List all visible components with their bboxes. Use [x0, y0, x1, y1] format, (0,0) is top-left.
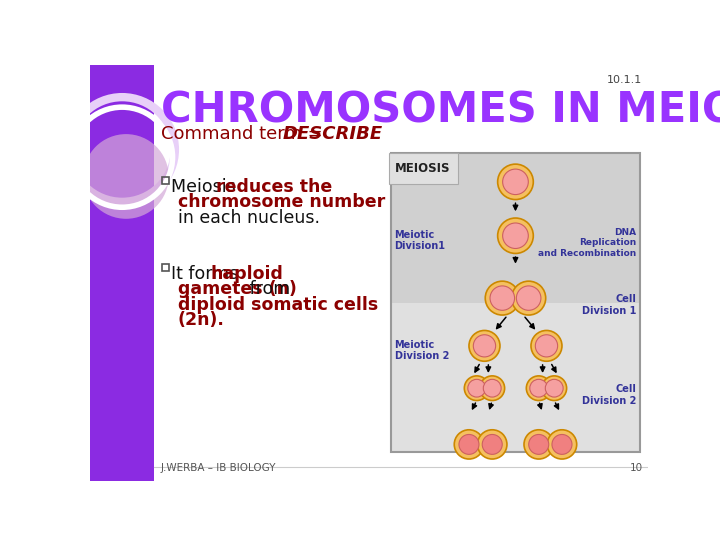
Circle shape	[547, 430, 577, 459]
Text: MEIOSIS: MEIOSIS	[395, 162, 450, 176]
Text: chromosome number: chromosome number	[178, 193, 384, 211]
Circle shape	[512, 281, 546, 315]
Circle shape	[498, 218, 534, 253]
Circle shape	[464, 376, 489, 401]
Text: 10: 10	[630, 463, 644, 473]
Text: 10.1.1: 10.1.1	[606, 75, 642, 85]
Circle shape	[84, 134, 168, 219]
Circle shape	[545, 379, 563, 397]
FancyBboxPatch shape	[90, 65, 154, 481]
FancyBboxPatch shape	[391, 153, 640, 303]
Circle shape	[480, 376, 505, 401]
Circle shape	[552, 435, 572, 454]
Circle shape	[483, 379, 501, 397]
Circle shape	[526, 376, 551, 401]
Text: from: from	[244, 280, 290, 299]
Text: gametes (n): gametes (n)	[178, 280, 297, 299]
Circle shape	[454, 430, 484, 459]
Text: DESCRIBE: DESCRIBE	[283, 125, 383, 143]
Text: Command term =: Command term =	[161, 125, 328, 143]
Circle shape	[473, 335, 495, 357]
Circle shape	[498, 164, 534, 200]
Circle shape	[531, 330, 562, 361]
Text: reduces the: reduces the	[215, 178, 332, 196]
Text: in each nucleus.: in each nucleus.	[178, 209, 320, 227]
Text: Meiotic
Division1: Meiotic Division1	[395, 230, 446, 251]
Circle shape	[530, 379, 548, 397]
Text: diploid somatic cells: diploid somatic cells	[178, 296, 378, 314]
FancyBboxPatch shape	[389, 153, 458, 184]
Circle shape	[468, 379, 486, 397]
Circle shape	[459, 435, 479, 454]
Circle shape	[490, 286, 515, 310]
Text: (2n).: (2n).	[178, 311, 225, 329]
Circle shape	[524, 430, 554, 459]
Text: Meiosis: Meiosis	[171, 178, 242, 196]
Text: J.WERBA – IB BIOLOGY: J.WERBA – IB BIOLOGY	[161, 463, 276, 473]
Circle shape	[516, 286, 541, 310]
Circle shape	[542, 376, 567, 401]
Circle shape	[503, 169, 528, 194]
Circle shape	[503, 223, 528, 248]
Text: Cell
Division 2: Cell Division 2	[582, 384, 636, 406]
Text: It forms: It forms	[171, 265, 244, 283]
Circle shape	[469, 330, 500, 361]
Circle shape	[535, 335, 557, 357]
Text: Cell
Division 1: Cell Division 1	[582, 294, 636, 316]
Text: Meiotic
Division 2: Meiotic Division 2	[395, 340, 449, 361]
Circle shape	[477, 430, 507, 459]
Circle shape	[485, 281, 519, 315]
Text: DNA
Replication
and Recombination: DNA Replication and Recombination	[538, 228, 636, 258]
FancyBboxPatch shape	[391, 303, 640, 452]
Circle shape	[482, 435, 503, 454]
Circle shape	[528, 435, 549, 454]
Text: CHROMOSOMES IN MEIOSIS: CHROMOSOMES IN MEIOSIS	[161, 90, 720, 131]
Text: haploid: haploid	[210, 265, 283, 283]
